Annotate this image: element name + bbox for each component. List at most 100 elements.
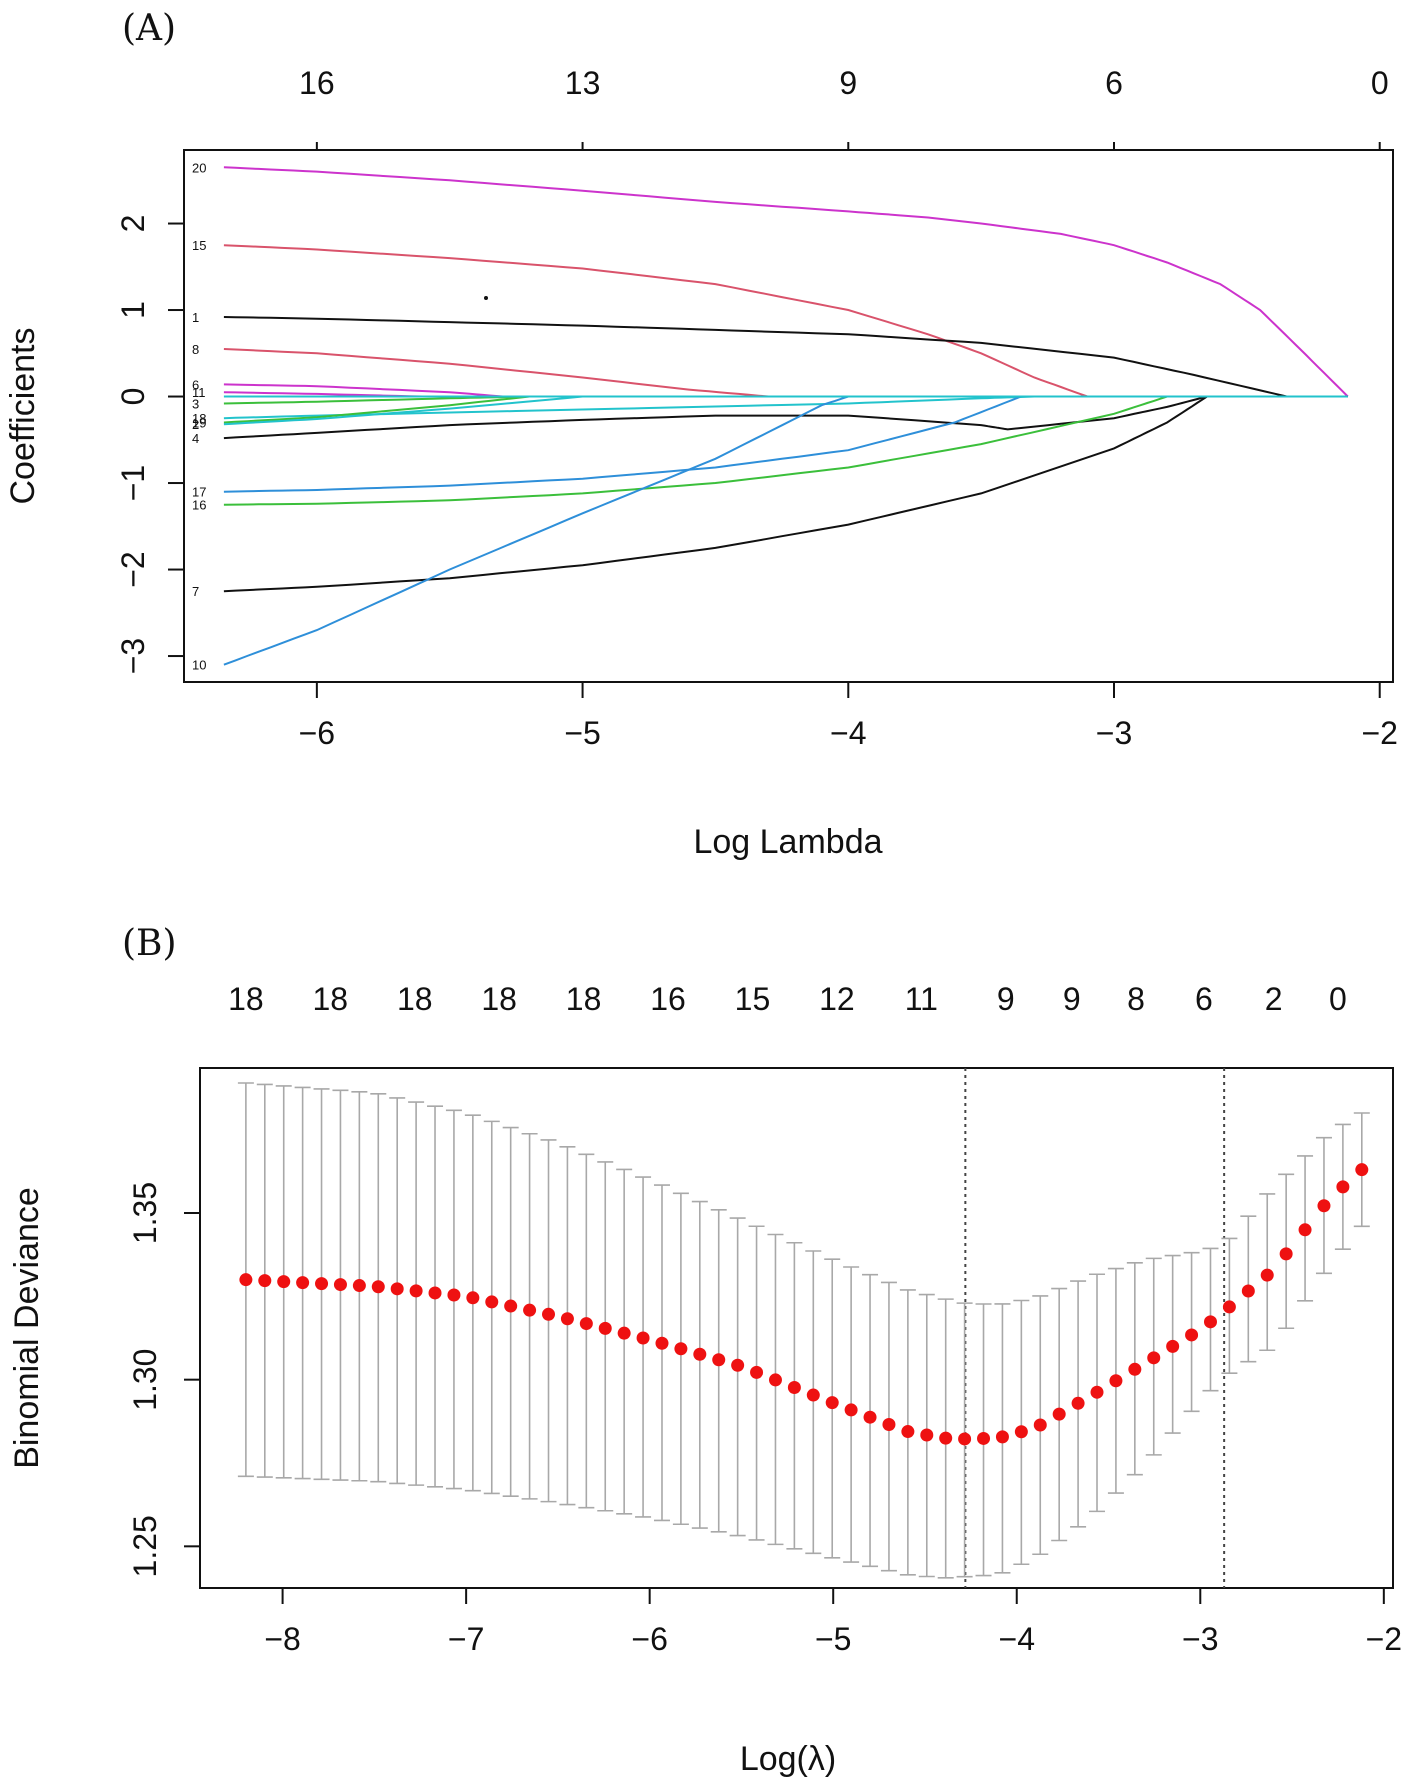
y-tick-label: 2 (115, 215, 151, 233)
deviance-point (977, 1431, 991, 1445)
deviance-point (315, 1277, 329, 1291)
coef-path-label: 3 (192, 397, 199, 412)
panel-a-y-axis: −3 −2 −1 0 1 2 (115, 215, 184, 674)
y-tick-label: 1.25 (127, 1515, 163, 1577)
panel-b-x-axis: −8 −7 −6 −5 −4 −3 −2 (264, 1588, 1402, 1657)
deviance-point (504, 1299, 518, 1313)
deviance-point (523, 1303, 537, 1317)
deviance-point (1317, 1199, 1331, 1213)
deviance-point (863, 1410, 877, 1424)
deviance-point (447, 1288, 461, 1302)
coef-path-label: 10 (192, 658, 206, 673)
coef-path-18 (223, 395, 1348, 420)
panel-b-lambda-lines (964, 1068, 1226, 1588)
deviance-point (1203, 1315, 1217, 1329)
panel-b-label: (B) (122, 923, 177, 964)
panel-a-x-axis: −6 −5 −4 −3 −2 (299, 682, 1398, 751)
panel-b-y-axis: 1.25 1.30 1.35 (127, 1182, 200, 1577)
deviance-point (617, 1326, 631, 1340)
deviance-point (542, 1307, 556, 1321)
deviance-point (882, 1418, 896, 1432)
coef-path-17 (223, 395, 1348, 493)
top-count-label: 18 (566, 981, 602, 1017)
coef-path-15 (223, 244, 1348, 398)
panel-a-plot-frame (183, 149, 1394, 683)
deviance-point (1222, 1300, 1236, 1314)
deviance-point (768, 1373, 782, 1387)
deviance-point (1298, 1223, 1312, 1237)
deviance-point (1090, 1385, 1104, 1399)
deviance-point (466, 1291, 480, 1305)
top-count-label: 12 (819, 981, 855, 1017)
top-count-label: 18 (313, 981, 349, 1017)
y-tick-label: 1.30 (127, 1349, 163, 1411)
top-count-label: 9 (1063, 981, 1081, 1017)
coef-path-16 (223, 395, 1348, 506)
deviance-point (598, 1321, 612, 1335)
deviance-point (806, 1388, 820, 1402)
stray-dot (484, 296, 488, 300)
x-tick-label: −8 (264, 1621, 300, 1657)
coef-path-label: 4 (192, 431, 199, 446)
deviance-point (1014, 1425, 1028, 1439)
panel-b-deviance-points (239, 1163, 1369, 1446)
x-tick-label: −5 (564, 715, 600, 751)
x-tick-label: −4 (830, 715, 866, 751)
x-tick-label: −7 (448, 1621, 484, 1657)
deviance-point (428, 1286, 442, 1300)
top-count-label: 16 (650, 981, 686, 1017)
y-tick-label: 1 (115, 301, 151, 319)
panel-a-x-axis-title: Log Lambda (693, 823, 882, 861)
x-tick-label: −3 (1096, 715, 1132, 751)
deviance-point (844, 1403, 858, 1417)
deviance-point (1279, 1247, 1293, 1261)
top-tick-label: 6 (1105, 65, 1123, 101)
coef-path-10 (223, 395, 1348, 666)
panel-b-top-axis: 18 18 18 18 18 16 15 12 11 9 9 8 6 2 0 (228, 981, 1347, 1017)
panel-b-error-bars (237, 1082, 1370, 1579)
coef-path-1 (223, 316, 1348, 398)
deviance-point (560, 1312, 574, 1326)
top-count-label: 9 (997, 981, 1015, 1017)
deviance-point (1336, 1180, 1350, 1194)
panel-b-plot-frame (199, 1067, 1394, 1589)
deviance-point (1241, 1284, 1255, 1298)
deviance-point (1166, 1339, 1180, 1353)
coef-path-19 (223, 395, 1348, 424)
coef-path-7 (223, 395, 1348, 593)
top-count-label: 11 (905, 981, 938, 1017)
deviance-point (712, 1353, 726, 1367)
y-tick-label: −3 (115, 638, 151, 674)
top-count-label: 0 (1329, 981, 1347, 1017)
y-tick-label: 0 (115, 388, 151, 406)
coef-path-label: 16 (192, 498, 206, 513)
top-count-label: 2 (1265, 981, 1283, 1017)
coef-path-label: 18 (192, 411, 206, 426)
panel-b-x-axis-title: Log(λ) (740, 1740, 836, 1778)
deviance-point (731, 1358, 745, 1372)
y-tick-label: −1 (115, 465, 151, 501)
x-tick-label: −5 (815, 1621, 851, 1657)
deviance-point (825, 1396, 839, 1410)
top-tick-label: 16 (299, 65, 335, 101)
deviance-point (258, 1274, 272, 1288)
top-count-label: 18 (397, 981, 433, 1017)
deviance-point (371, 1280, 385, 1294)
deviance-point (1260, 1268, 1274, 1282)
panel-a-y-axis-title: Coefficients (4, 327, 42, 504)
panel-a-top-axis: 16 13 9 6 0 (299, 65, 1389, 150)
x-tick-label: −6 (299, 715, 335, 751)
deviance-point (750, 1365, 764, 1379)
deviance-point (674, 1342, 688, 1356)
y-tick-label: 1.35 (127, 1182, 163, 1244)
coef-path-8 (223, 348, 1348, 398)
coef-path-label: 20 (192, 160, 206, 175)
coef-path-label: 17 (192, 485, 206, 500)
top-count-label: 18 (228, 981, 264, 1017)
top-count-label: 6 (1195, 981, 1213, 1017)
top-tick-label: 9 (839, 65, 857, 101)
coef-path-label: 1 (192, 310, 199, 325)
deviance-point (958, 1432, 972, 1446)
